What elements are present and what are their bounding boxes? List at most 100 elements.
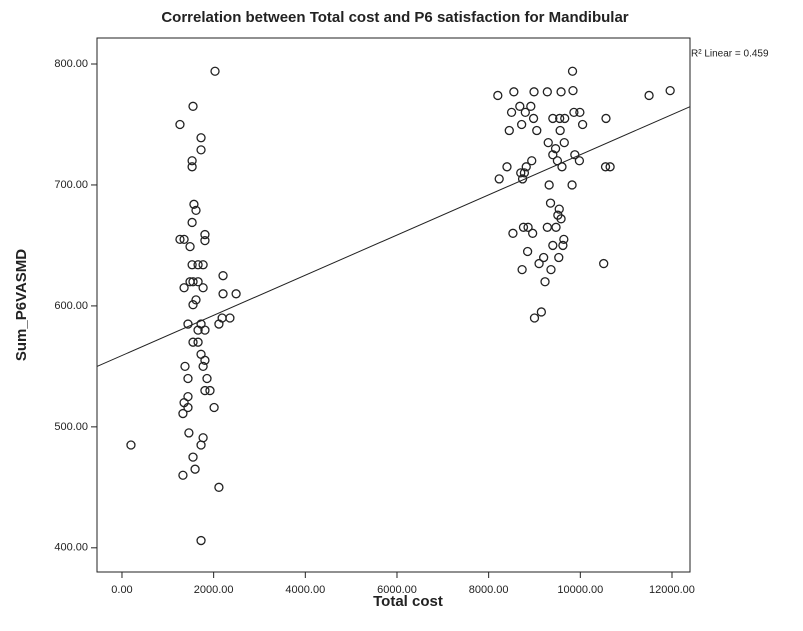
y-tick-label: 700.00 xyxy=(54,179,88,191)
point xyxy=(534,258,544,269)
point xyxy=(188,337,198,347)
x-tick-label: 2000.00 xyxy=(194,584,234,596)
y-axis-label: Sum_P6VASMD xyxy=(13,249,30,361)
point xyxy=(522,246,533,257)
point xyxy=(196,535,206,546)
point xyxy=(543,137,553,148)
point xyxy=(509,87,519,97)
point xyxy=(183,319,193,329)
point xyxy=(559,234,569,245)
point xyxy=(521,162,531,172)
point xyxy=(191,205,201,216)
point xyxy=(506,107,517,118)
y-tick-label: 600.00 xyxy=(54,300,88,312)
point xyxy=(200,229,210,240)
point xyxy=(568,85,578,96)
point xyxy=(502,162,512,172)
point xyxy=(218,289,228,299)
point xyxy=(528,228,538,238)
point xyxy=(187,162,197,172)
point xyxy=(545,198,556,208)
point xyxy=(517,174,528,184)
point xyxy=(214,482,224,492)
point xyxy=(556,214,566,224)
point xyxy=(188,300,198,310)
point xyxy=(493,90,503,101)
point xyxy=(540,277,550,287)
point xyxy=(548,150,558,160)
x-tick-label: 0.00 xyxy=(111,584,132,596)
x-tick-label: 12000.00 xyxy=(649,584,695,596)
point xyxy=(536,307,547,317)
x-tick-label: 8000.00 xyxy=(469,584,509,596)
plot-frame xyxy=(96,37,691,573)
point xyxy=(526,101,536,111)
y-tick-label: 400.00 xyxy=(54,542,88,554)
point xyxy=(519,168,530,178)
point xyxy=(542,222,552,232)
point xyxy=(188,452,198,462)
point xyxy=(184,428,194,438)
point xyxy=(517,119,527,130)
point xyxy=(175,119,185,130)
point xyxy=(554,204,564,214)
point xyxy=(569,107,579,118)
point xyxy=(200,325,210,335)
point xyxy=(551,222,561,232)
fit-line xyxy=(96,106,691,367)
x-tick-label: 10000.00 xyxy=(557,584,603,596)
point xyxy=(193,277,203,287)
x-axis-label: Total cost xyxy=(373,593,443,610)
point xyxy=(532,125,542,136)
x-tick-label: 4000.00 xyxy=(285,584,325,596)
point xyxy=(577,119,588,130)
point xyxy=(517,264,527,275)
point xyxy=(599,258,609,269)
point xyxy=(516,168,526,178)
point xyxy=(225,313,235,323)
r2-annotation: R² Linear = 0.459 xyxy=(691,49,769,60)
y-tick-label: 800.00 xyxy=(54,58,88,70)
point xyxy=(560,113,570,124)
point xyxy=(529,313,540,323)
point xyxy=(196,440,206,450)
point xyxy=(200,355,210,365)
point xyxy=(193,337,203,347)
point xyxy=(528,113,539,124)
point xyxy=(600,162,611,172)
point xyxy=(554,252,564,263)
point xyxy=(218,271,228,281)
point xyxy=(178,408,188,419)
point xyxy=(567,180,577,190)
point xyxy=(183,373,193,384)
point xyxy=(210,66,220,76)
point xyxy=(527,156,537,166)
point xyxy=(193,325,203,335)
y-tick-label: 500.00 xyxy=(54,421,88,433)
point xyxy=(546,264,556,275)
point xyxy=(556,87,566,97)
point xyxy=(665,85,675,96)
point xyxy=(504,125,514,136)
point xyxy=(644,90,654,101)
point xyxy=(189,199,199,209)
point xyxy=(558,240,568,251)
point xyxy=(188,277,198,287)
point xyxy=(574,156,585,166)
point xyxy=(190,464,200,474)
point xyxy=(529,87,539,97)
chart-title: Correlation between Total cost and P6 sa… xyxy=(161,9,628,26)
x-tick-label: 6000.00 xyxy=(377,584,417,596)
point xyxy=(601,113,611,124)
point xyxy=(196,145,206,155)
point xyxy=(198,260,208,270)
point xyxy=(179,283,189,293)
point xyxy=(520,107,530,118)
point xyxy=(555,113,565,124)
point xyxy=(191,295,201,305)
point xyxy=(188,101,198,111)
point xyxy=(605,162,615,172)
point xyxy=(567,66,578,76)
point xyxy=(200,385,210,396)
